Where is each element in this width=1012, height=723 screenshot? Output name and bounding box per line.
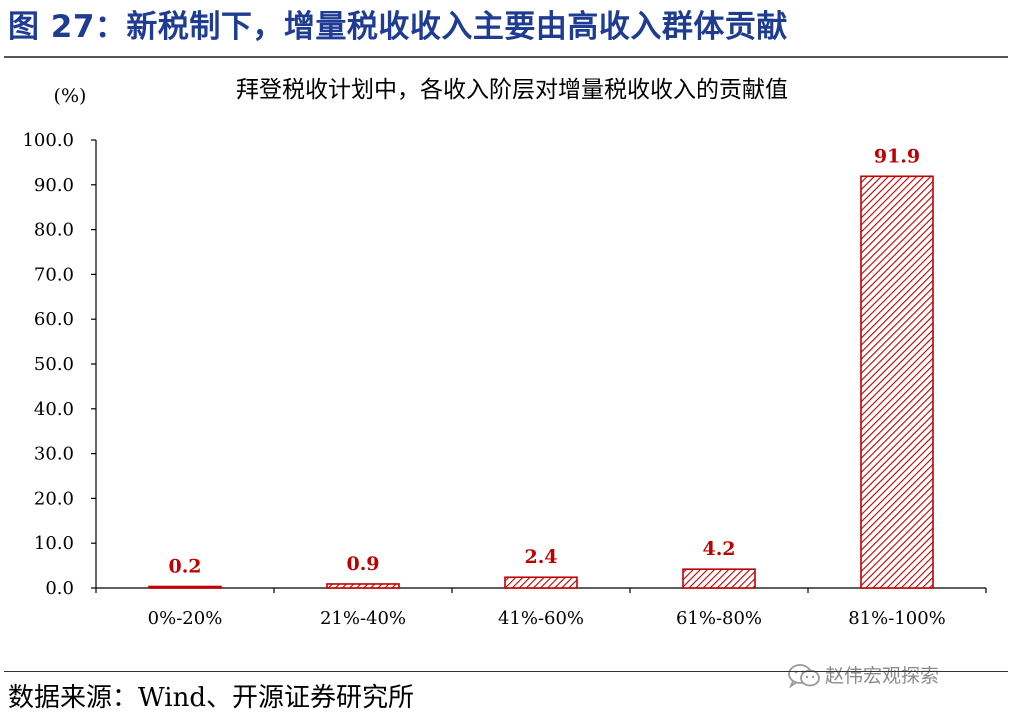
source-divider [4,671,1008,672]
y-tick-label: 90.0 [34,175,74,196]
y-tick-label: 20.0 [34,488,74,509]
title-divider [4,56,1008,58]
watermark-text: 赵伟宏观探索 [825,665,940,687]
bar [504,576,578,589]
source-note: 数据来源：Wind、开源证券研究所 [8,683,414,713]
wechat-icon [788,664,820,689]
y-tick-label: 10.0 [34,533,74,554]
data-label: 0.9 [346,553,379,575]
data-labels: 0.2 0.9 2.4 4.2 91.9 [168,145,920,577]
chart-axes: 0.0 10.0 20.0 30.0 40.0 50.0 60.0 70.0 80.0 90.0 1… [22,130,987,629]
x-tick-label: 41%-60% [498,608,584,629]
chart-container: 拜登税收计划中，各收入阶层对增量税收收入的贡献值 (%) 0.0 10.0 20.0… [0,60,1012,660]
watermark: 赵伟宏观探索 [787,660,939,692]
x-tick-label: 81%-100% [848,608,946,629]
y-tick-label: 30.0 [34,444,74,465]
x-tick-label: 0%-20% [148,608,223,629]
figure-title: 图 27：新税制下，增量税收收入主要由高收入群体贡献 [8,9,788,45]
y-unit-label: (%) [54,85,87,107]
bar [860,175,934,589]
bar-series [148,175,934,589]
bar [148,585,222,589]
bar [326,583,400,589]
chart-title: 拜登税收计划中，各收入阶层对增量税收收入的贡献值 [236,77,788,103]
y-tick-label: 60.0 [34,309,74,330]
data-label: 2.4 [524,546,557,568]
data-label: 0.2 [168,556,201,578]
y-tick-label: 100.0 [22,130,74,151]
y-tick-label: 40.0 [34,399,74,420]
bar [682,568,756,589]
x-tick-label: 21%-40% [320,608,406,629]
x-tick-label: 61%-80% [676,608,762,629]
y-tick-label: 50.0 [34,354,74,375]
y-tick-label: 70.0 [34,264,74,285]
y-tick-label: 80.0 [34,220,74,241]
data-label: 91.9 [874,145,920,167]
bar-chart: 拜登税收计划中，各收入阶层对增量税收收入的贡献值 (%) 0.0 10.0 20.0… [22,77,987,629]
y-tick-label: 0.0 [45,578,74,599]
data-label: 4.2 [702,538,735,560]
